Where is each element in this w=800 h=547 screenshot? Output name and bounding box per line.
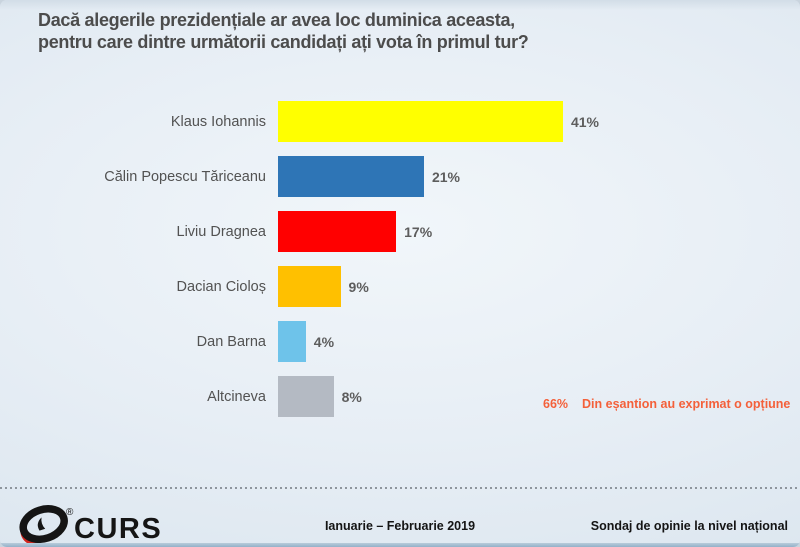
bar-chart: Klaus Iohannis 41% Călin Popescu Tăriceanu…: [0, 101, 800, 431]
bottom-accent-strip: [0, 543, 800, 547]
chart-row: Klaus Iohannis 41%: [0, 101, 800, 142]
title-line-2: pentru care dintre următorii candidați a…: [38, 31, 529, 52]
chart-row: Călin Popescu Tăriceanu 21%: [0, 156, 800, 197]
category-label: Călin Popescu Tăriceanu: [104, 168, 266, 185]
footer-divider: [0, 487, 800, 489]
survey-scope: Sondaj de opinie la nivel național: [590, 519, 788, 533]
value-label: 8%: [341, 388, 362, 405]
chart-row: Dan Barna 4%: [0, 321, 800, 362]
category-label: Liviu Dragnea: [176, 223, 266, 240]
bar-zone: 41%: [278, 101, 599, 142]
registered-mark-icon: ®: [66, 507, 74, 518]
survey-period: Ianuarie – Februarie 2019: [324, 519, 476, 533]
bar-zone: 4%: [278, 321, 334, 362]
bar: [278, 376, 334, 417]
sample-note: 66% Din eșantion au exprimat o opțiune: [543, 397, 790, 411]
category-label: Altcineva: [207, 388, 266, 405]
page-title: Dacă alegerile prezidențiale ar avea loc…: [38, 10, 678, 53]
value-label: 21%: [431, 168, 460, 185]
bar-zone: 8%: [278, 376, 362, 417]
chart-row: Dacian Cioloș 9%: [0, 266, 800, 307]
value-label: 41%: [570, 113, 599, 130]
bar: [278, 266, 341, 307]
bar-zone: 17%: [278, 211, 432, 252]
chart-row: Liviu Dragnea 17%: [0, 211, 800, 252]
bar-zone: 9%: [278, 266, 369, 307]
value-label: 17%: [404, 223, 433, 240]
bar-zone: 21%: [278, 156, 460, 197]
logo-wordmark: CURS: [74, 513, 162, 545]
sample-note-value: 66%: [543, 397, 569, 411]
sample-note-text: Din eșantion au exprimat o opțiune: [582, 397, 791, 411]
bar: [278, 211, 397, 252]
curs-logo-swirl: [19, 505, 68, 545]
category-label: Dan Barna: [196, 333, 266, 350]
value-label: 4%: [313, 333, 335, 350]
category-label: Dacian Cioloș: [176, 278, 266, 295]
value-label: 9%: [348, 278, 369, 295]
category-label: Klaus Iohannis: [170, 113, 266, 130]
chart-row: Altcineva 8%: [0, 376, 800, 417]
bar: [278, 321, 306, 362]
bar: [278, 101, 563, 142]
bar: [278, 156, 424, 197]
title-line-1: Dacă alegerile prezidențiale ar avea loc…: [38, 10, 515, 30]
curs-logo: ® CURS: [19, 505, 162, 545]
